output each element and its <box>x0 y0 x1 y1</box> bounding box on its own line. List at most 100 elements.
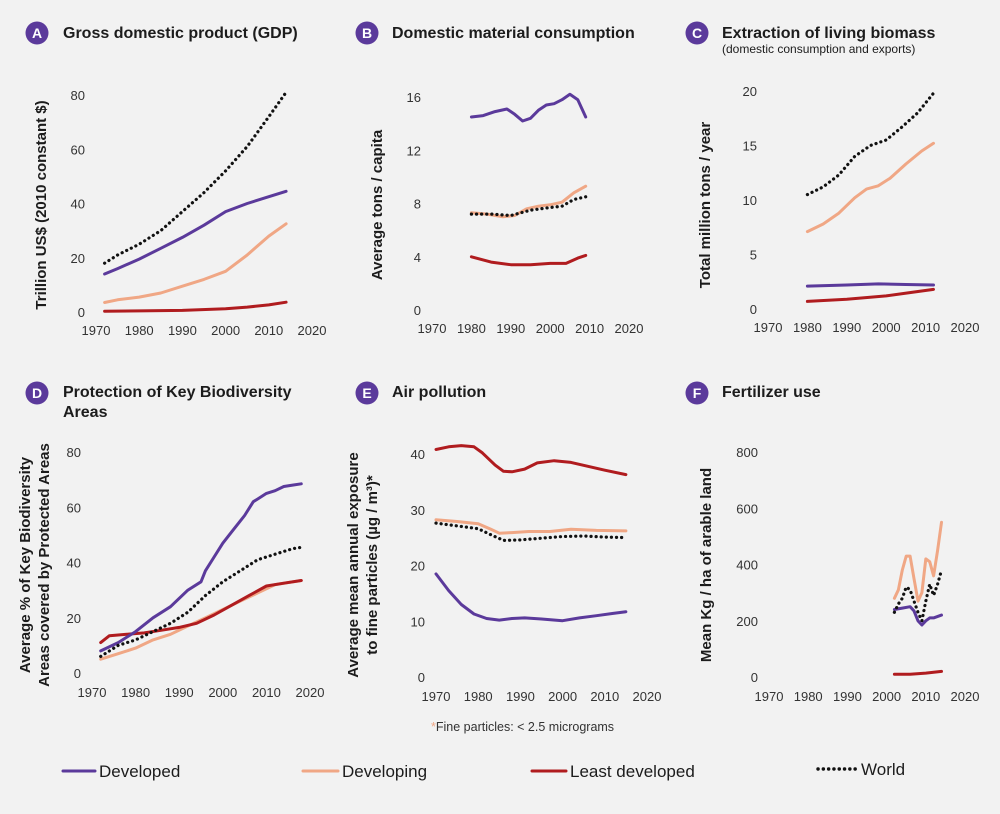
series-line-developed-c <box>805 282 935 288</box>
panel-letter-c: C <box>692 25 702 41</box>
y-axis-label-a: Trillion US$ (2010 constant $) <box>33 100 50 309</box>
panel-badge-c <box>685 21 709 45</box>
legend-label-least-developed: Least developed <box>570 762 695 781</box>
x-tick-label: 1980 <box>457 321 486 336</box>
x-tick-label: 2000 <box>872 320 901 335</box>
y-tick-label: 12 <box>407 143 421 158</box>
x-tick-label: 1980 <box>793 320 822 335</box>
y-axis-label-d: Average % of Key Biodiversity Areas cover… <box>17 443 53 687</box>
x-tick-label: 2020 <box>298 323 327 338</box>
y-tick-label: 16 <box>407 90 421 105</box>
x-tick-label: 1990 <box>506 689 535 704</box>
footnote: *Fine particles: < 2.5 micrograms <box>431 720 614 734</box>
y-tick-label: 10 <box>411 614 425 629</box>
y-tick-label: 40 <box>67 556 81 571</box>
panel-title-c: Extraction of living biomass <box>722 25 935 42</box>
panel-f: F Fertilizer use Mean Kg / ha of arable la… <box>685 381 980 704</box>
series-line-world-c <box>805 91 936 197</box>
series-line-world-f <box>892 568 944 623</box>
y-tick-label: 600 <box>736 501 758 516</box>
y-tick-label: 200 <box>736 614 758 629</box>
x-tick-label: 2020 <box>615 321 644 336</box>
series-line-developing-a <box>103 222 288 304</box>
series-line-developed-d <box>99 482 303 653</box>
y-tick-label: 400 <box>736 558 758 573</box>
x-tick-label: 1970 <box>754 320 783 335</box>
y-tick-label: 5 <box>750 248 757 263</box>
series-line-least-developed-c <box>805 287 935 303</box>
panel-letter-b: B <box>362 25 372 41</box>
panel-title-line: Protection of Key Biodiversity <box>63 384 292 401</box>
y-tick-label: 20 <box>71 251 85 266</box>
footnote-text: Fine particles: < 2.5 micrograms <box>436 720 614 734</box>
series-line-world-d <box>99 545 303 659</box>
x-tick-label: 1970 <box>82 323 111 338</box>
panel-title-b: Domestic material consumption <box>392 25 635 42</box>
series-line-world-a <box>102 90 288 265</box>
y-tick-label: 0 <box>418 670 425 685</box>
x-tick-label: 2020 <box>951 320 980 335</box>
y-tick-label: 60 <box>71 142 85 157</box>
footnote-star: * <box>431 720 436 734</box>
y-tick-label: 10 <box>743 193 757 208</box>
x-tick-label: 2010 <box>252 685 281 700</box>
panel-letter-e: E <box>362 385 371 401</box>
x-tick-label: 1990 <box>832 320 861 335</box>
panel-title-e: Air pollution <box>392 384 486 401</box>
y-tick-label: 0 <box>78 305 85 320</box>
series-line-developed-b <box>469 92 588 123</box>
panel-badge-a <box>25 21 49 45</box>
x-tick-label: 2010 <box>575 321 604 336</box>
series-line-developing-f <box>892 520 943 603</box>
panel-badge-b <box>355 21 379 45</box>
panel-a: A Gross domestic product (GDP) Trillion US… <box>25 21 327 338</box>
x-tick-label: 1970 <box>422 689 451 704</box>
y-tick-label: 30 <box>411 503 425 518</box>
series-line-developing-b <box>469 184 588 219</box>
x-tick-label: 2010 <box>590 689 619 704</box>
y-axis-label-e: Average mean annual exposure to fine part… <box>345 452 381 677</box>
series-line-least-developed-a <box>103 300 288 313</box>
x-tick-label: 1980 <box>794 689 823 704</box>
panel-title-f: Fertilizer use <box>722 384 821 401</box>
x-tick-label: 1970 <box>78 685 107 700</box>
x-tick-label: 1980 <box>464 689 493 704</box>
y-axis-label-line: to fine particles (µg / m³)* <box>364 475 381 655</box>
panel-e: E Air pollution Average mean annual exposu… <box>345 381 662 704</box>
panel-d: D Protection of Key Biodiversity Areas Aver… <box>17 381 324 700</box>
y-tick-label: 15 <box>743 139 757 154</box>
y-tick-label: 20 <box>743 84 757 99</box>
panel-c: C Extraction of living biomass(domestic c… <box>685 21 980 335</box>
y-tick-label: 0 <box>414 303 421 318</box>
y-axis-label-b: Average tons / capita <box>369 129 386 280</box>
panel-title-a: Gross domestic product (GDP) <box>63 25 298 42</box>
series-line-world-e <box>434 521 628 543</box>
y-axis-label-f: Mean Kg / ha of arable land <box>698 468 715 662</box>
y-tick-label: 800 <box>736 445 758 460</box>
x-tick-label: 1990 <box>496 321 525 336</box>
series-line-developing-e <box>434 518 628 535</box>
x-tick-label: 2010 <box>911 689 940 704</box>
series-line-least-developed-f <box>892 669 943 676</box>
series-line-least-developed-d <box>99 579 303 645</box>
y-tick-label: 0 <box>74 666 81 681</box>
x-tick-label: 2020 <box>633 689 662 704</box>
legend-label-developed: Developed <box>99 762 180 781</box>
legend-label-world: World <box>861 760 905 779</box>
y-tick-label: 80 <box>67 445 81 460</box>
series-line-developed-a <box>103 189 288 276</box>
x-tick-label: 2010 <box>254 323 283 338</box>
x-tick-label: 2020 <box>951 689 980 704</box>
y-tick-label: 40 <box>71 197 85 212</box>
y-axis-label-line: Areas covered by Protected Areas <box>36 443 53 687</box>
x-tick-label: 1990 <box>833 689 862 704</box>
x-tick-label: 1980 <box>125 323 154 338</box>
panel-title-d: Protection of Key Biodiversity Areas <box>63 384 292 421</box>
series-line-developed-e <box>434 572 628 623</box>
y-tick-label: 80 <box>71 88 85 103</box>
x-tick-label: 1990 <box>165 685 194 700</box>
panel-title-line: Areas <box>63 404 108 421</box>
x-tick-label: 1990 <box>168 323 197 338</box>
